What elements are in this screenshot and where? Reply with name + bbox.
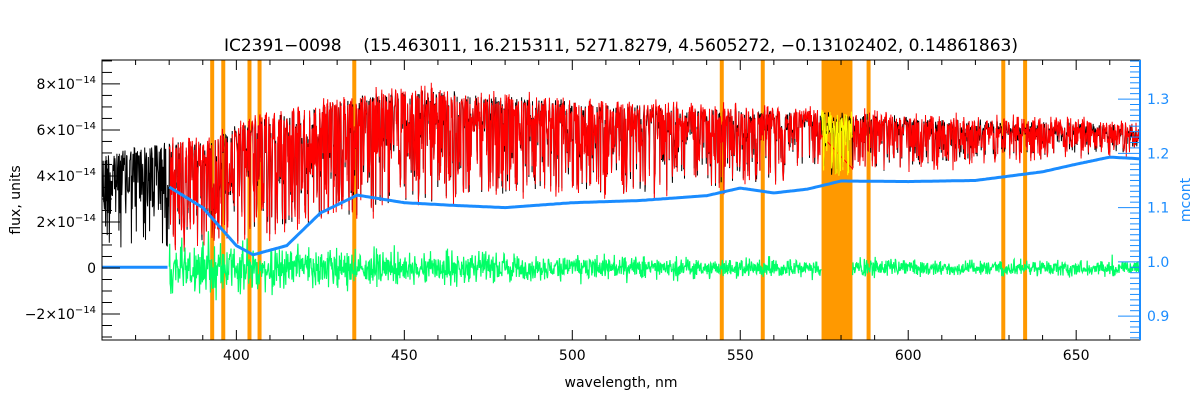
y2-tick-label: 1.2: [1147, 146, 1169, 162]
masked-line: [719, 60, 724, 340]
masked-line: [257, 60, 262, 340]
masked-line: [221, 60, 226, 340]
y-tick-label: 2×10−14: [36, 213, 96, 231]
masked-line: [1001, 60, 1006, 340]
y2-tick-label: 0.9: [1147, 309, 1169, 325]
axes: 400 450 500 550 600 650 −2×10−14 0 2×10−14 4×10−1…: [25, 60, 1169, 364]
x-axis-label: wavelength, nm: [565, 375, 678, 391]
mcont-line: [168, 155, 1141, 257]
x-tick-label: 550: [727, 348, 754, 364]
y2-axis-label: mcont: [1178, 177, 1194, 222]
masked-line: [760, 60, 765, 340]
plot-data: [101, 82, 1141, 301]
x-tick-label: 650: [1063, 348, 1090, 364]
y-tick-label: −2×10−14: [25, 305, 96, 323]
y-axis-label: flux, units: [8, 165, 24, 234]
chart-title: IC2391−0098 (15.463011, 16.215311, 5271.…: [224, 36, 1018, 56]
y2-tick-label: 1.3: [1147, 92, 1169, 108]
masked-line: [866, 60, 871, 340]
masked-line: [1023, 60, 1028, 340]
x-tick-label: 400: [223, 348, 250, 364]
y2-tick-label: 1.0: [1147, 255, 1169, 271]
masked-band: [821, 60, 853, 340]
y-tick-label: 4×10−14: [36, 167, 96, 185]
y2-tick-label: 1.1: [1147, 201, 1169, 217]
residual-line: [168, 231, 822, 301]
y-tick-label: 8×10−14: [36, 75, 96, 93]
x-tick-label: 450: [391, 348, 418, 364]
x-tick-label: 500: [559, 348, 586, 364]
model-spectrum-line: [168, 82, 1141, 252]
residual-line: [852, 254, 1141, 279]
y-tick-label: 6×10−14: [36, 121, 96, 139]
masked-model-line: [821, 109, 853, 176]
x-tick-label: 600: [895, 348, 922, 364]
masked-line: [352, 60, 357, 340]
y-tick-label: 0: [87, 261, 96, 277]
